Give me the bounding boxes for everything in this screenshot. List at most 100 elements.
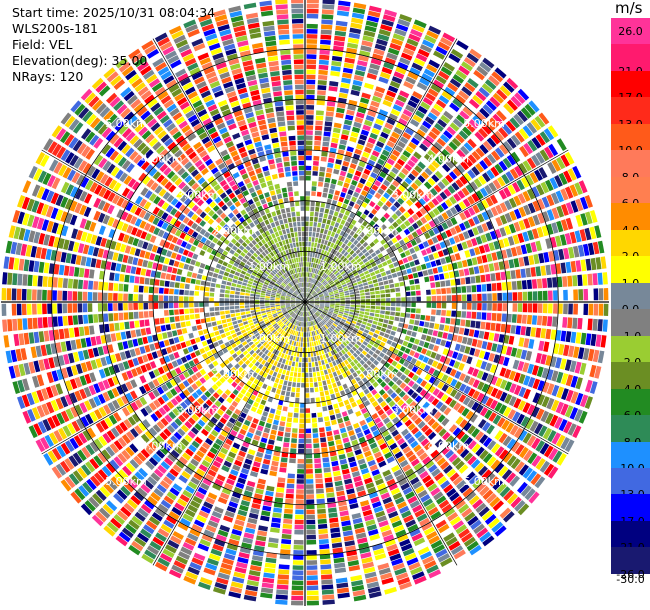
range-gate: [354, 70, 366, 77]
range-gate: [314, 382, 318, 387]
range-gate: [212, 392, 220, 399]
range-gate: [296, 303, 301, 306]
range-gate: [405, 307, 411, 313]
range-gate: [105, 462, 116, 474]
range-gate: [280, 336, 285, 341]
range-gate: [80, 338, 87, 348]
range-gate: [384, 539, 396, 547]
range-gate: [547, 125, 559, 138]
range-gate: [178, 335, 185, 342]
range-gate: [540, 328, 547, 339]
range-gate: [471, 311, 477, 319]
range-gate: [323, 187, 329, 193]
range-gate: [556, 220, 564, 233]
range-gate: [341, 520, 351, 527]
range-gate: [383, 417, 391, 425]
range-gate: [233, 524, 244, 532]
range-gate: [407, 216, 415, 224]
range-gate: [509, 383, 517, 394]
range-gate: [330, 367, 336, 373]
range-gate: [322, 267, 327, 273]
range-gate: [424, 116, 435, 125]
range-gate: [265, 305, 270, 308]
range-gate: [222, 348, 229, 354]
range-gate: [478, 506, 490, 517]
range-gate: [310, 300, 315, 302]
range-gate: [280, 329, 284, 335]
range-gate: [261, 310, 266, 314]
range-gate: [306, 277, 308, 282]
range-gate: [206, 338, 213, 345]
range-gate: [205, 562, 218, 571]
range-gate: [313, 438, 319, 443]
range-gate: [392, 229, 399, 236]
range-gate: [314, 268, 318, 274]
range-gate: [97, 381, 106, 392]
range-gate: [461, 336, 468, 345]
range-gate: [164, 544, 177, 554]
range-gate: [436, 295, 442, 302]
range-gate: [354, 275, 360, 279]
range-gate: [310, 289, 314, 294]
range-gate: [386, 259, 393, 265]
range-gate: [402, 257, 409, 264]
range-gate: [234, 566, 247, 574]
range-gate: [184, 466, 194, 475]
range-gate: [313, 307, 318, 311]
range-gate: [319, 306, 324, 309]
range-gate: [535, 458, 546, 470]
range-gate: [298, 342, 301, 347]
range-gate: [187, 395, 196, 403]
range-gate: [538, 112, 550, 125]
range-gate: [266, 330, 271, 336]
range-gate: [419, 124, 429, 134]
range-gate: [452, 351, 459, 359]
range-gate: [470, 237, 478, 247]
range-gate: [160, 523, 172, 534]
range-gate: [410, 476, 420, 486]
range-gate: [565, 217, 574, 230]
range-gate: [311, 284, 314, 289]
range-gate: [380, 298, 386, 302]
range-gate: [225, 409, 233, 416]
range-gate: [355, 410, 362, 417]
range-gate: [287, 333, 291, 339]
range-gate: [455, 94, 466, 105]
range-gate: [333, 311, 339, 315]
range-gate: [149, 540, 162, 551]
range-gate: [307, 262, 309, 267]
range-gate: [206, 558, 219, 566]
range-gate: [250, 343, 256, 349]
range-gate: [269, 470, 277, 477]
range-gate: [413, 151, 422, 160]
range-gate: [89, 458, 100, 470]
range-gate: [491, 313, 497, 321]
range-gate: [402, 47, 415, 56]
range-gate: [248, 570, 261, 577]
range-gate: [323, 309, 328, 312]
range-gate: [561, 388, 569, 401]
range-gate: [406, 38, 419, 47]
range-gate: [373, 473, 382, 481]
range-gate: [110, 476, 122, 487]
range-gate: [278, 400, 284, 406]
range-gate: [529, 172, 539, 184]
range-gate: [155, 325, 162, 333]
range-gate: [60, 410, 70, 423]
range-gate: [116, 385, 124, 395]
range-gate: [527, 230, 535, 241]
range-gate: [159, 553, 173, 563]
range-gate: [370, 309, 375, 313]
range-gate: [547, 161, 557, 174]
range-gate: [213, 341, 219, 348]
range-gate: [309, 331, 312, 337]
range-gate: [281, 308, 286, 311]
range-gate: [70, 406, 79, 418]
range-gate: [230, 309, 235, 314]
range-gate: [469, 544, 482, 556]
range-gate: [270, 522, 281, 528]
range-gate: [369, 200, 376, 208]
range-gate: [318, 360, 322, 366]
range-gate: [157, 464, 167, 474]
range-gate: [316, 95, 326, 101]
